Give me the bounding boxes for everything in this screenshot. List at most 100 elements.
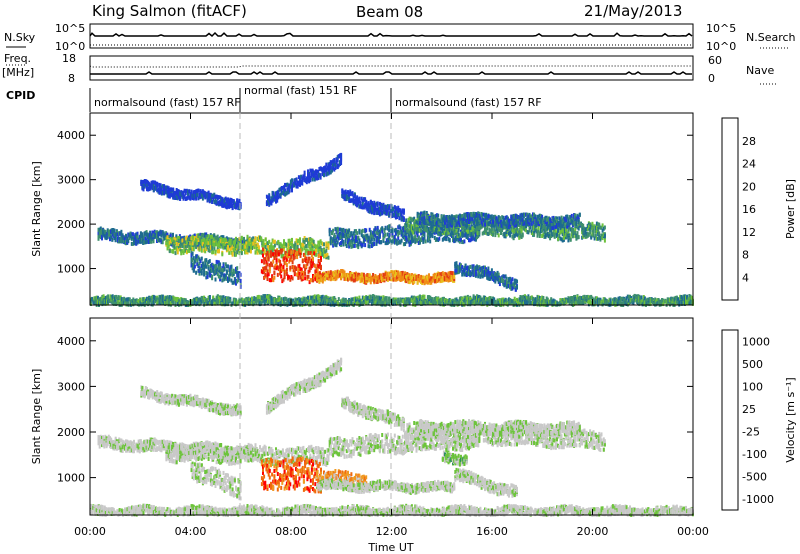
- power-cell: [378, 230, 381, 235]
- power-cell: [550, 228, 553, 233]
- power-cell: [318, 279, 321, 284]
- power-cell: [228, 237, 231, 242]
- power-cell: [565, 225, 568, 230]
- power-cell: [246, 234, 249, 239]
- power-cell: [321, 276, 324, 280]
- power-cell: [304, 254, 307, 259]
- power-cell: [428, 278, 430, 283]
- power-cell: [286, 247, 289, 252]
- nsky-tick-top: 10^5: [55, 22, 85, 35]
- power-cell: [450, 229, 453, 234]
- power-cell: [433, 226, 436, 231]
- power-cell: [348, 228, 351, 233]
- power-cell: [336, 274, 339, 279]
- power-cell: [565, 235, 568, 240]
- power-cell: [283, 261, 286, 266]
- power-cell: [244, 244, 247, 249]
- power-cell: [439, 278, 442, 283]
- power-cell: [302, 264, 305, 269]
- power-cell: [271, 246, 274, 251]
- power-cell: [378, 240, 381, 245]
- power-cell: [303, 236, 306, 240]
- power-cell: [180, 236, 182, 241]
- power-cell: [350, 271, 353, 276]
- power-cell: [304, 244, 307, 249]
- power-cell: [433, 221, 436, 226]
- power-cell: [425, 217, 428, 222]
- power-cell: [332, 237, 335, 242]
- power-cell: [368, 236, 371, 241]
- power-cell: [540, 229, 542, 234]
- power-cell: [260, 269, 263, 274]
- power-cell: [277, 250, 280, 254]
- power-cell: [272, 247, 275, 252]
- power-cell: [214, 238, 217, 243]
- power-cell: [189, 236, 192, 241]
- power-cell: [292, 268, 295, 273]
- power-cell: [400, 238, 403, 243]
- power-cell: [343, 233, 346, 238]
- power-cell: [405, 221, 408, 225]
- power-cell: [438, 236, 441, 241]
- power-cell: [431, 213, 434, 218]
- power-cell: [350, 239, 353, 244]
- power-cell: [589, 227, 592, 232]
- power-cell: [409, 240, 412, 245]
- power-cell: [428, 236, 430, 241]
- power-cell: [413, 221, 416, 225]
- power-cell: [302, 238, 305, 243]
- power-cell: [376, 279, 379, 284]
- power-cell: [329, 273, 332, 278]
- power-cell: [378, 278, 381, 283]
- power-cell: [171, 249, 174, 254]
- power-cell: [204, 244, 207, 249]
- power-cell: [341, 238, 344, 243]
- power-cell: [398, 240, 401, 245]
- power-cell: [340, 235, 343, 240]
- power-cell: [283, 239, 285, 244]
- power-cell: [268, 249, 271, 254]
- power-cell: [416, 280, 419, 285]
- power-cell: [291, 178, 293, 183]
- power-cell: [222, 238, 225, 242]
- power-cell: [416, 220, 419, 225]
- power-cell: [404, 231, 407, 236]
- power-cell: [429, 239, 432, 244]
- power-cell: [421, 230, 424, 235]
- nave-tick-bottom: 0: [708, 72, 715, 85]
- power-cell: [305, 244, 308, 248]
- power-cell: [471, 234, 474, 239]
- power-cell: [111, 228, 114, 232]
- power-cell: [351, 244, 354, 249]
- power-cell: [357, 276, 360, 281]
- power-cell: [593, 236, 596, 241]
- power-cell: [461, 219, 464, 224]
- power-cell: [377, 232, 380, 237]
- power-cell: [569, 227, 572, 232]
- power-cell: [333, 235, 336, 240]
- power-cell: [453, 239, 456, 244]
- power-cell: [510, 226, 513, 231]
- power-cell: [440, 226, 443, 231]
- power-cell: [554, 228, 557, 233]
- power-cell: [420, 274, 423, 279]
- power-cell: [582, 229, 585, 234]
- power-cell: [437, 213, 440, 218]
- power-cell: [206, 240, 209, 245]
- power-cell: [454, 231, 457, 235]
- power-cell: [428, 226, 430, 231]
- power-cell: [420, 215, 423, 220]
- power-cell: [418, 228, 421, 233]
- power-cell: [399, 275, 402, 279]
- power-cell: [139, 236, 142, 241]
- power-cell: [549, 228, 552, 233]
- power-cell: [434, 222, 437, 227]
- power-cell: [340, 161, 343, 166]
- power-cell: [175, 247, 178, 252]
- power-cell: [285, 271, 288, 276]
- power-cell: [410, 218, 413, 223]
- power-cell: [432, 220, 435, 224]
- power-cell: [199, 246, 202, 251]
- power-cell: [454, 238, 457, 243]
- power-cell: [425, 275, 428, 280]
